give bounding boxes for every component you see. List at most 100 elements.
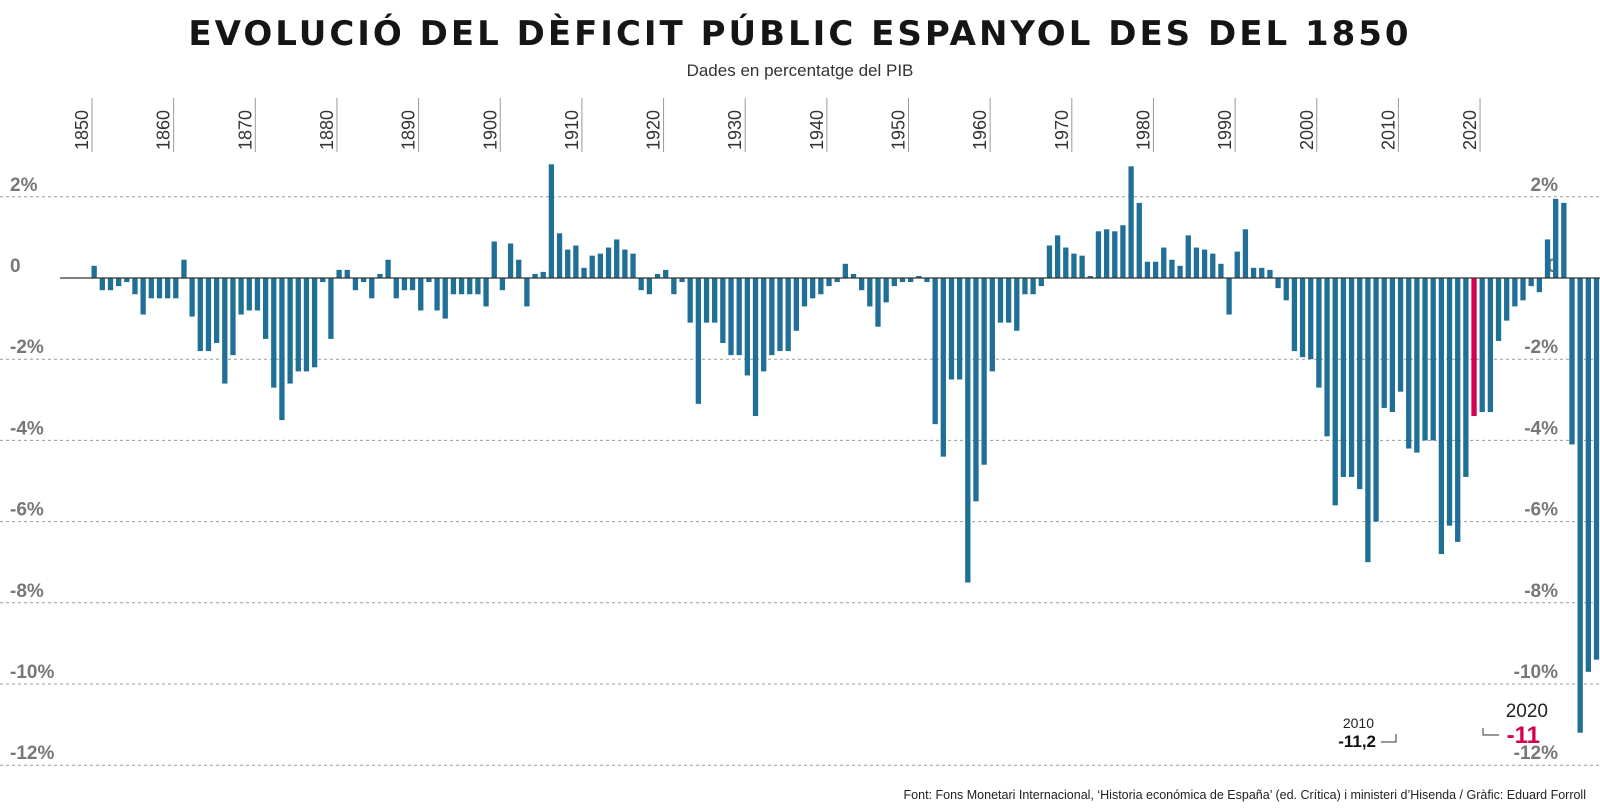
- bar: [532, 273, 538, 278]
- bar: [589, 255, 595, 278]
- bar: [205, 278, 212, 352]
- bar: [524, 278, 530, 307]
- y-tick-label-left: -2%: [10, 337, 44, 358]
- bar: [1283, 278, 1289, 301]
- bar: [213, 278, 220, 343]
- bar: [989, 278, 995, 372]
- bar: [1593, 278, 1600, 660]
- bar: [1185, 235, 1191, 278]
- bar: [573, 245, 579, 278]
- bar: [622, 249, 628, 278]
- bar: [1275, 278, 1281, 289]
- bar: [597, 253, 604, 278]
- bar: [1079, 255, 1085, 278]
- bar: [720, 278, 726, 343]
- year-tick-label: 1950: [889, 110, 909, 150]
- bar: [1430, 278, 1436, 441]
- bar-highlight: [1471, 278, 1477, 417]
- bar: [916, 275, 922, 278]
- bar: [262, 278, 269, 339]
- bar: [287, 278, 293, 384]
- annotations: 2010-11,2 2020-11: [1338, 701, 1548, 751]
- bar: [1161, 247, 1167, 278]
- year-tick-label: 1970: [1052, 110, 1072, 150]
- bar: [1299, 278, 1306, 358]
- bar: [1528, 278, 1534, 287]
- bar: [1103, 229, 1110, 278]
- bar: [556, 233, 563, 278]
- bar: [1561, 202, 1567, 278]
- bar: [687, 278, 693, 323]
- bar: [1128, 166, 1134, 278]
- bar: [1046, 245, 1053, 278]
- bar: [189, 278, 195, 317]
- bar: [671, 278, 677, 295]
- annotation-2020-leader: [1482, 728, 1499, 736]
- y-tick-label-right: -10%: [1514, 662, 1558, 683]
- y-tick-label-right: -12%: [1514, 743, 1558, 764]
- bar: [548, 164, 555, 278]
- bar: [491, 241, 497, 278]
- bar: [377, 273, 383, 278]
- bar: [197, 278, 203, 352]
- bar: [450, 278, 457, 295]
- bar: [769, 278, 775, 356]
- bar: [409, 278, 416, 291]
- bar: [1005, 278, 1012, 323]
- bar: [703, 278, 710, 323]
- bar: [467, 278, 473, 295]
- year-tick-label: 2010: [1378, 110, 1398, 150]
- bar: [1446, 278, 1453, 526]
- year-tick-label: 1880: [317, 110, 337, 150]
- bar: [712, 278, 718, 323]
- bar: [1520, 278, 1526, 301]
- bar: [663, 269, 669, 278]
- year-tick-label: 1900: [480, 110, 500, 150]
- bar: [99, 278, 105, 291]
- bar: [1308, 278, 1314, 360]
- y-tick-label-left: 0: [10, 256, 21, 277]
- bar: [181, 259, 187, 278]
- bar: [434, 278, 440, 311]
- annotation-2010-value: -11,2: [1338, 732, 1376, 751]
- bar: [540, 271, 546, 278]
- y-tick-label-right: 0: [1547, 256, 1558, 277]
- bar: [1218, 263, 1224, 278]
- bar: [507, 243, 514, 278]
- bar: [1406, 278, 1412, 449]
- bar: [1479, 278, 1485, 412]
- bar: [418, 278, 424, 311]
- bar: [956, 278, 963, 380]
- bar: [1038, 278, 1044, 287]
- y-tick-label-left: -8%: [10, 581, 44, 602]
- y-tick-label-right: -4%: [1524, 418, 1558, 439]
- year-tick-label: 1980: [1133, 110, 1153, 150]
- bar: [1193, 247, 1200, 278]
- bar: [1259, 267, 1265, 278]
- bar: [1332, 278, 1338, 506]
- bar: [761, 278, 767, 372]
- bar: [581, 267, 587, 278]
- bar: [826, 278, 832, 287]
- bars: [91, 164, 1600, 733]
- bar: [1340, 278, 1347, 477]
- bar: [1267, 269, 1273, 278]
- year-tick-label: 1870: [235, 110, 255, 150]
- bar: [842, 263, 848, 278]
- year-tick-label: 2020: [1460, 110, 1480, 150]
- bar: [1071, 253, 1077, 278]
- bar: [818, 278, 824, 295]
- year-tick-label: 1910: [562, 110, 582, 150]
- bar: [1234, 251, 1240, 278]
- bar: [932, 278, 938, 425]
- value-axis: 2% 2% 0 0 -2% -2% -4% -4% -6% -6% -8% -8% -10% -10% -1…: [10, 175, 1558, 764]
- chart-title: EVOLUCIÓ DEL DÈFICIT PÚBLIC ESPANYOL DES…: [188, 14, 1412, 54]
- bar: [810, 278, 816, 299]
- bar: [1544, 239, 1551, 278]
- bar: [638, 278, 644, 291]
- bar: [1210, 253, 1216, 278]
- bar: [834, 278, 840, 283]
- bar: [1422, 278, 1428, 441]
- bar: [1585, 278, 1591, 672]
- bar: [1487, 278, 1494, 412]
